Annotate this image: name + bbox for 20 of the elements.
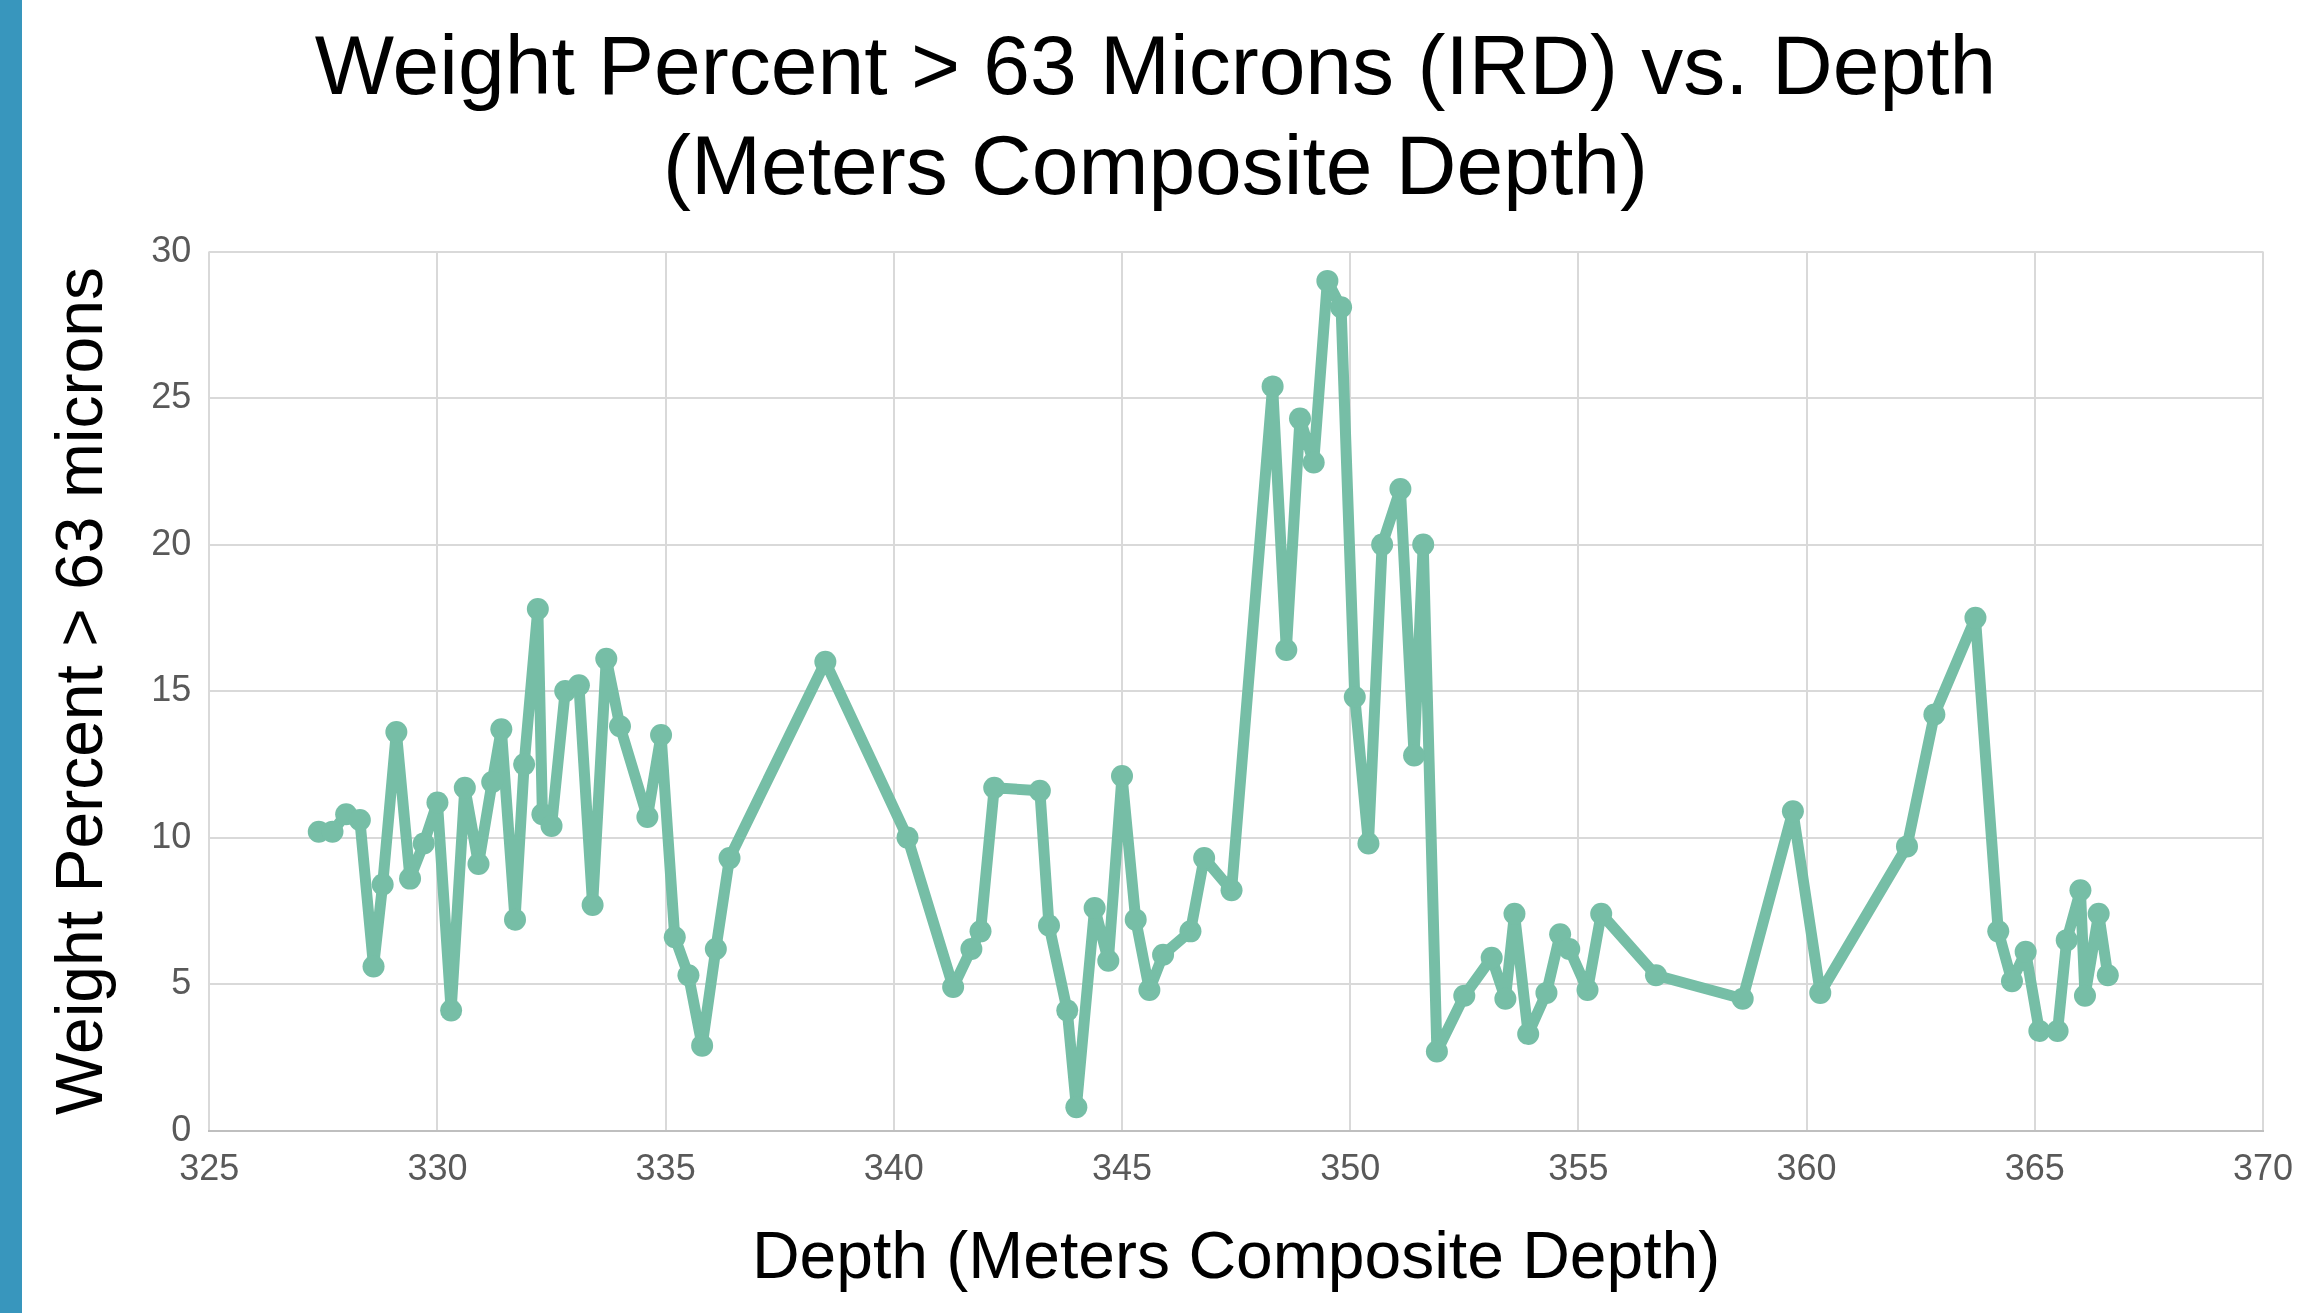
x-axis-title: Depth (Meters Composite Depth) [751, 1217, 1721, 1292]
y-tick-label: 5 [171, 961, 192, 1003]
x-tick-label: 370 [2232, 1147, 2294, 1189]
y-tick-label: 20 [151, 521, 192, 563]
x-tick-label: 360 [1776, 1147, 1837, 1189]
x-tick-label: 355 [1548, 1147, 1609, 1189]
x-tick-label: 350 [1320, 1147, 1381, 1189]
y-tick-label: 10 [151, 814, 192, 856]
chart-title: Weight Percent > 63 Microns (IRD) vs. Depth (Meters Composite Depth) [314, 17, 1997, 213]
y-tick-label: 15 [151, 668, 192, 710]
x-tick-label: 345 [1091, 1147, 1153, 1189]
x-tick-label: 365 [2004, 1147, 2065, 1189]
y-tick-label: 30 [151, 228, 192, 270]
x-tick-label: 330 [407, 1147, 468, 1189]
x-tick-label: 325 [179, 1147, 240, 1189]
y-tick-label: 25 [151, 375, 192, 417]
y-tick-label: 0 [171, 1107, 192, 1149]
x-tick-label: 340 [863, 1147, 924, 1189]
y-axis-title: Weight Percent > 63 microns [41, 267, 116, 1116]
x-tick-label: 335 [635, 1147, 696, 1189]
